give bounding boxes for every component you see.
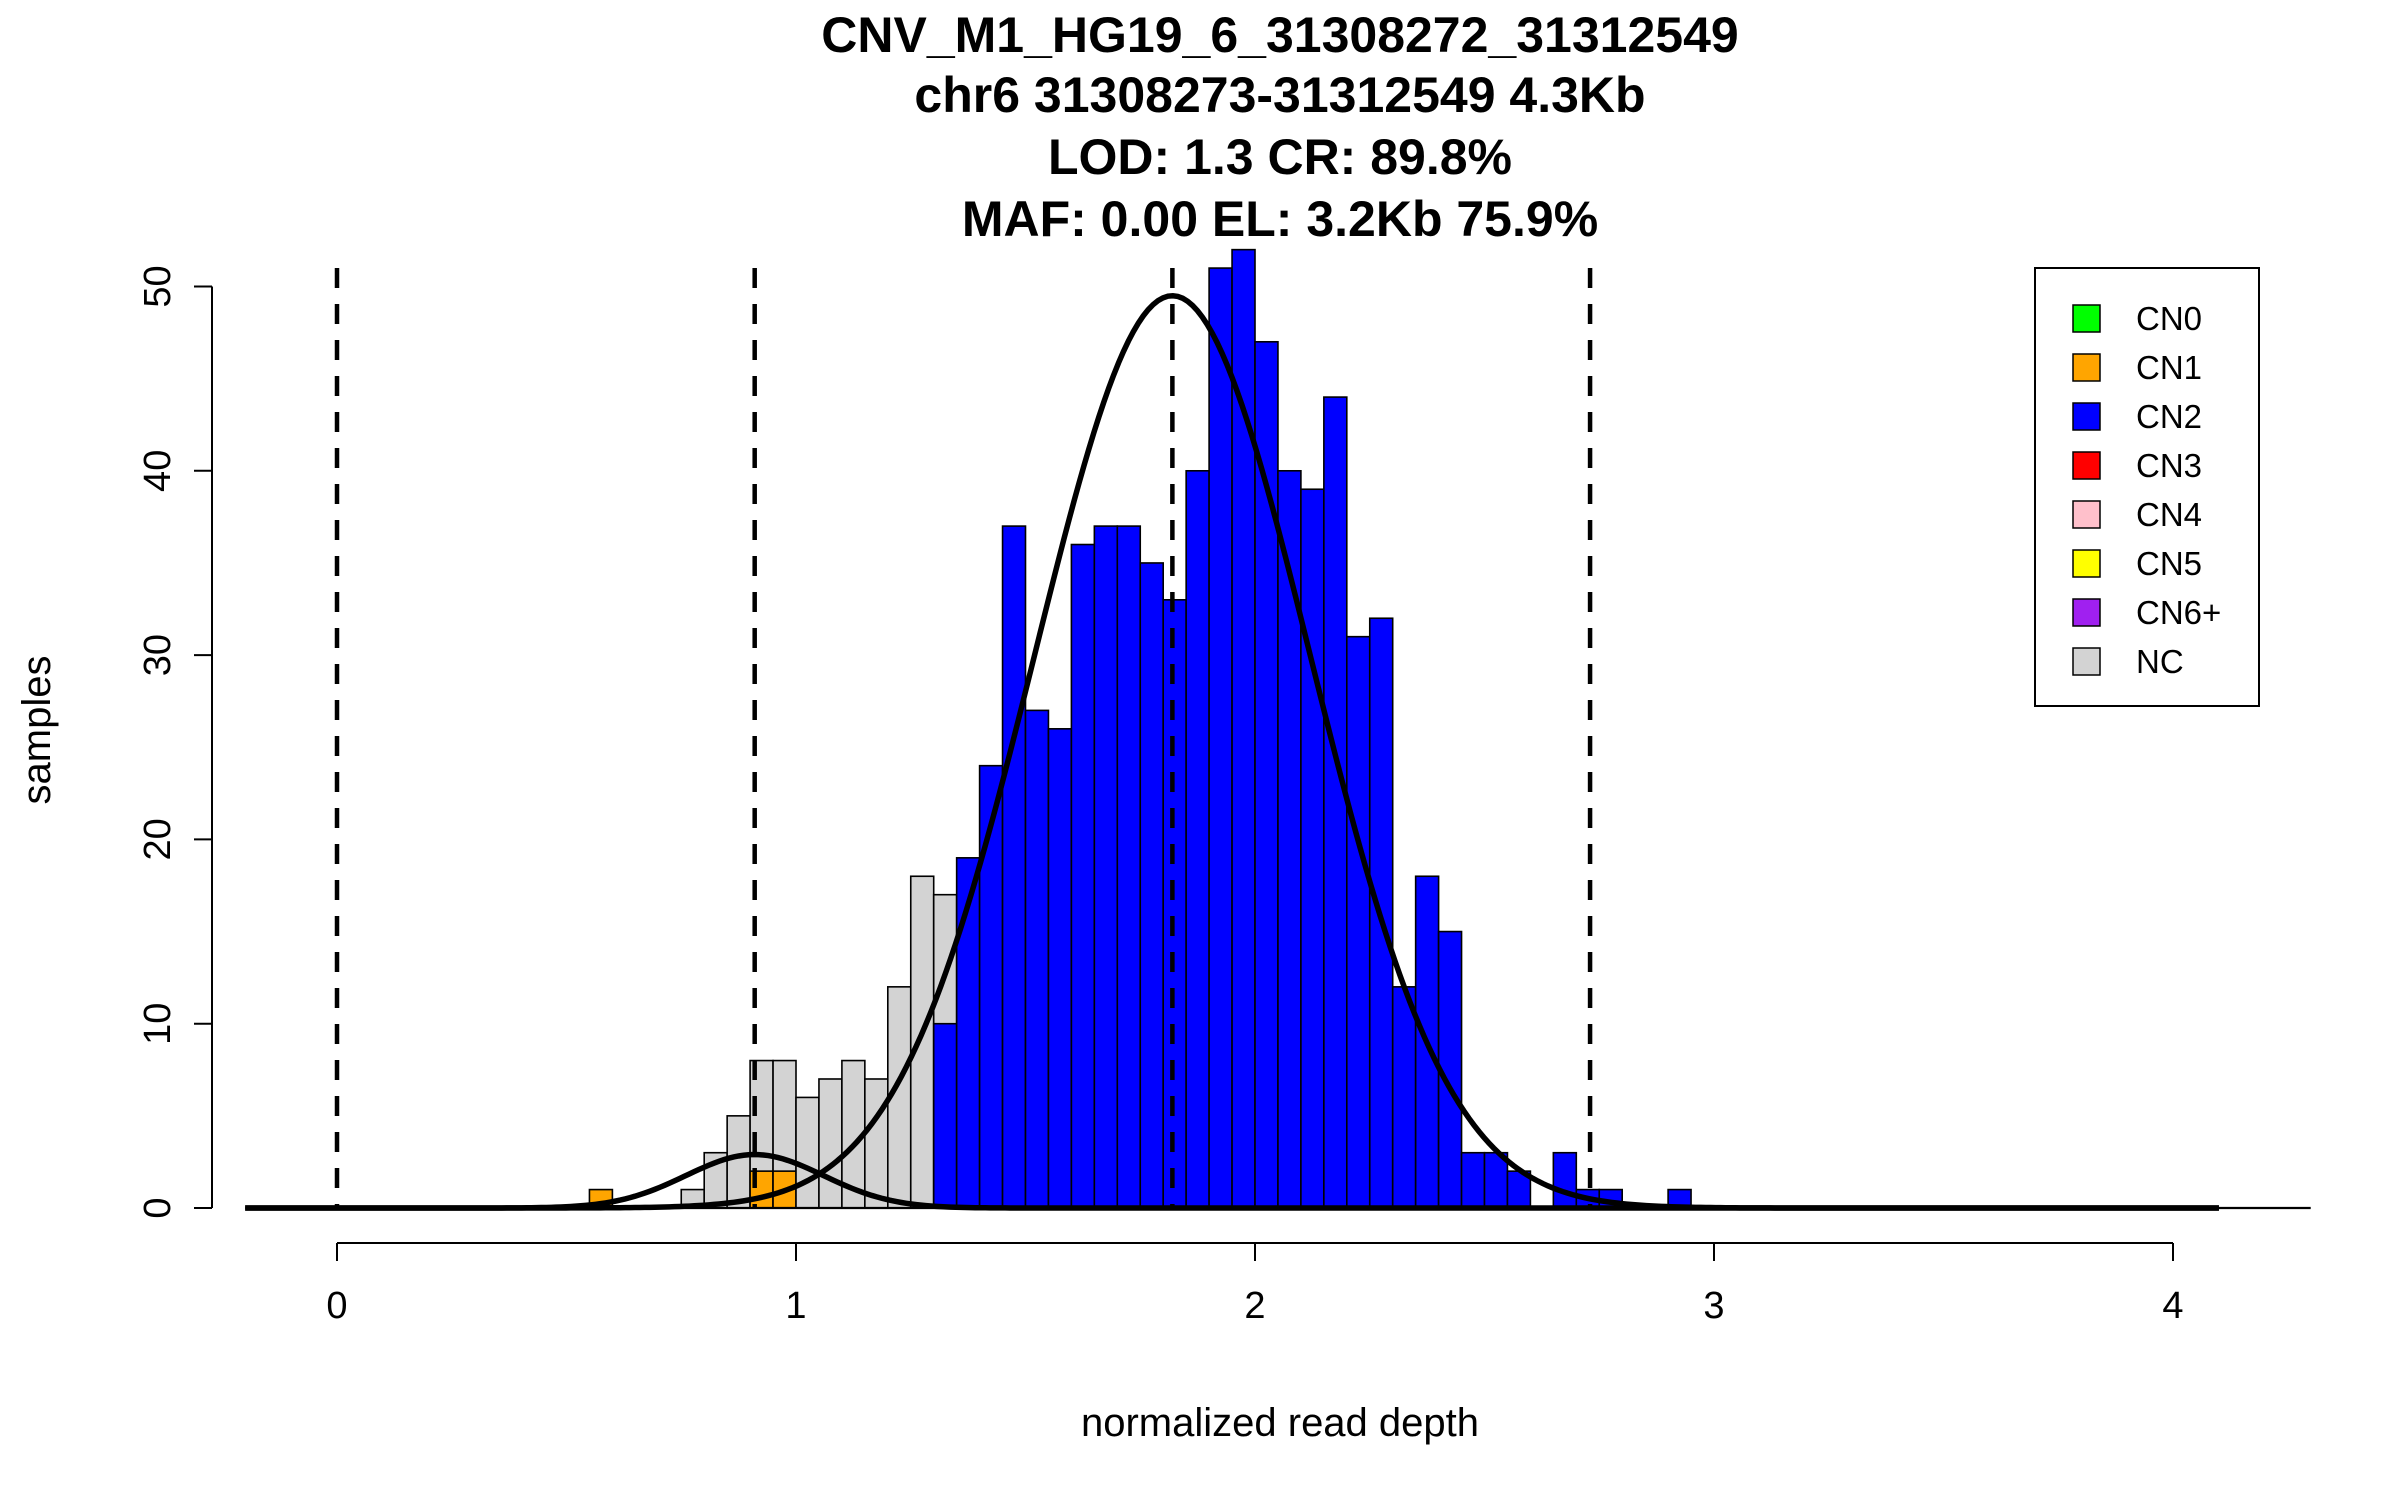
y-tick-label-3: 30 — [137, 634, 179, 676]
x-tick-label-3: 3 — [1703, 1285, 1724, 1327]
bar-cn2-32 — [1323, 396, 1348, 1209]
legend-swatch-cn1 — [2072, 353, 2101, 382]
bar-cn2-29 — [1254, 340, 1279, 1209]
y-tick-label-5: 50 — [137, 265, 179, 307]
bar-cn2-26 — [1185, 469, 1210, 1209]
legend-swatch-cn2 — [2072, 402, 2101, 431]
bar-cn2-19 — [1024, 709, 1050, 1209]
legend-swatch-nc — [2072, 647, 2101, 676]
bar-cn2-20 — [1047, 728, 1073, 1209]
bar-cn2-18 — [1001, 525, 1027, 1209]
y-axis-label: samples — [15, 656, 59, 805]
title-line-3: LOD: 1.3 CR: 89.8% — [1048, 129, 1512, 185]
bar-cn2-38 — [1460, 1151, 1486, 1209]
legend-swatch-cn4 — [2072, 500, 2101, 529]
y-tick-label-2: 20 — [137, 818, 179, 860]
bar-cn2-22 — [1093, 525, 1119, 1209]
legend-box — [2034, 267, 2260, 707]
legend-label-cn2: CN2 — [2136, 398, 2202, 435]
x-tick-label-0: 0 — [326, 1285, 347, 1327]
bar-nc-9 — [818, 1078, 843, 1209]
legend-label-cn0: CN0 — [2136, 300, 2202, 337]
y-tick-label-4: 40 — [137, 450, 179, 492]
bar-cn2-15 — [932, 1022, 958, 1209]
title-line-4: MAF: 0.00 EL: 3.2Kb 75.9% — [962, 191, 1598, 247]
x-tick-label-1: 1 — [785, 1285, 806, 1327]
bar-nc-3 — [726, 1115, 751, 1209]
legend-label-cn1: CN1 — [2136, 349, 2202, 386]
y-tick-label-1: 10 — [137, 1003, 179, 1045]
legend-label-cn6plus: CN6+ — [2136, 594, 2221, 631]
chart-title: CNV_M1_HG19_6_31308272_31312549 chr6 313… — [821, 7, 1738, 247]
title-line-1: CNV_M1_HG19_6_31308272_31312549 — [821, 7, 1738, 63]
legend-swatch-cn6plus — [2072, 598, 2101, 627]
bar-nc-8 — [795, 1096, 820, 1209]
legend: CN0 CN1 CN2 CN3 CN4 CN5 CN6+ NC — [2034, 267, 2260, 707]
bar-cn2-25 — [1162, 599, 1187, 1209]
x-axis: 0 1 2 3 4 — [245, 1206, 2311, 1327]
legend-label-cn3: CN3 — [2136, 447, 2202, 484]
legend-swatch-cn0 — [2072, 304, 2101, 333]
y-tick-label-0: 0 — [137, 1197, 179, 1218]
bar-cn2-35 — [1391, 986, 1417, 1209]
legend-label-cn5: CN5 — [2136, 545, 2202, 582]
bar-nc-11 — [864, 1078, 889, 1209]
x-tick-label-4: 4 — [2162, 1285, 2183, 1327]
x-axis-label: normalized read depth — [1081, 1401, 1479, 1445]
legend-label-nc: NC — [2136, 643, 2184, 680]
legend-swatch-cn3 — [2072, 451, 2101, 480]
threshold-lines — [334, 268, 1593, 1208]
x-tick-label-2: 2 — [1244, 1285, 1265, 1327]
legend-label-cn4: CN4 — [2136, 496, 2202, 533]
title-line-2: chr6 31308273-31312549 4.3Kb — [914, 67, 1645, 123]
legend-swatch-cn5 — [2072, 549, 2101, 578]
bar-cn2-24 — [1139, 562, 1165, 1209]
bar-cn2-33 — [1346, 635, 1371, 1209]
y-axis: 0 10 20 30 40 50 — [137, 265, 213, 1219]
bar-cn2-21 — [1070, 543, 1096, 1209]
bar-nc-13 — [909, 875, 935, 1209]
bar-cn2-41 — [1552, 1151, 1578, 1209]
bar-cn2-31 — [1300, 488, 1325, 1209]
bar-cn2-23 — [1116, 525, 1142, 1209]
bar-cn2-27 — [1208, 267, 1233, 1209]
